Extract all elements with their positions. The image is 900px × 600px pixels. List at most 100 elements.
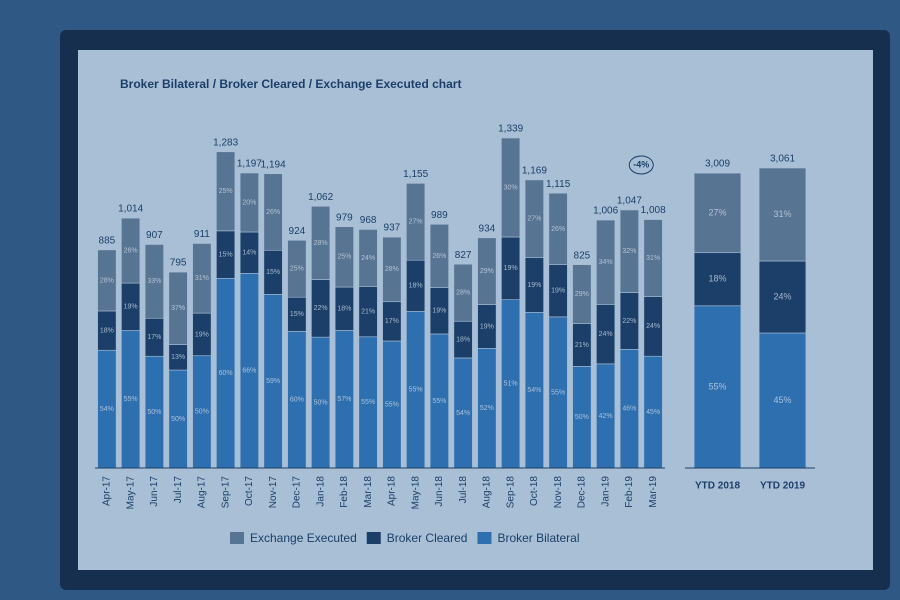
data-label: 18% <box>708 274 726 284</box>
total-label: 1,014 <box>118 204 143 215</box>
data-label: 17% <box>147 334 161 341</box>
data-label: 54% <box>100 406 114 413</box>
legend-label: Exchange Executed <box>250 531 357 545</box>
total-label: 989 <box>431 210 448 221</box>
chart-title: Broker Bilateral / Broker Cleared / Exch… <box>120 77 461 91</box>
data-label: 22% <box>314 305 328 312</box>
data-label: 55% <box>432 398 446 405</box>
bar-segment <box>619 209 639 293</box>
data-label: 66% <box>242 367 256 374</box>
data-label: 19% <box>195 331 209 338</box>
total-label: 911 <box>194 229 210 240</box>
x-tick-label: Jun-18 <box>434 476 445 507</box>
data-label: 17% <box>385 318 399 325</box>
bar-segment <box>406 183 426 261</box>
data-label: 30% <box>504 184 518 191</box>
data-label: 18% <box>456 336 470 343</box>
bar-segment <box>192 243 212 314</box>
x-tick-label: Apr-18 <box>387 476 398 506</box>
data-label: 27% <box>708 207 726 217</box>
data-label: 42% <box>599 413 613 420</box>
data-label: 45% <box>773 395 791 405</box>
x-tick-label: Nov-18 <box>553 476 564 509</box>
bar-segment <box>144 244 164 319</box>
total-label: 1,008 <box>641 205 666 216</box>
total-label: 968 <box>360 215 377 226</box>
x-tick-label: YTD 2018 <box>695 481 740 492</box>
bar-segment <box>429 223 449 288</box>
annotation-badge <box>628 155 654 175</box>
x-tick-label: Sep-17 <box>220 476 231 509</box>
data-label: 21% <box>575 342 589 349</box>
total-label: 1,339 <box>498 124 523 135</box>
bar-segment <box>758 167 807 262</box>
total-label: 3,009 <box>705 159 730 170</box>
data-label: 55% <box>361 399 375 406</box>
data-label: 57% <box>337 396 351 403</box>
x-tick-label: Jun-17 <box>149 476 160 507</box>
data-label: 26% <box>432 253 446 260</box>
total-label: 1,062 <box>308 192 333 203</box>
data-label: 28% <box>456 290 470 297</box>
data-label: 52% <box>480 405 494 412</box>
total-label: 1,169 <box>522 166 547 177</box>
data-label: 15% <box>219 251 233 258</box>
data-label: 19% <box>480 323 494 330</box>
data-label: 31% <box>195 275 209 282</box>
data-label: 51% <box>504 381 518 388</box>
data-label: 28% <box>314 240 328 247</box>
x-tick-label: May-18 <box>410 476 421 510</box>
data-label: 29% <box>575 291 589 298</box>
data-label: 50% <box>195 409 209 416</box>
total-label: 979 <box>336 212 353 223</box>
x-tick-label: Aug-18 <box>482 476 493 509</box>
data-label: 27% <box>527 216 541 223</box>
data-label: 26% <box>266 209 280 216</box>
bar-segment <box>693 172 742 254</box>
data-label: 24% <box>646 323 660 330</box>
bar-segment <box>334 226 354 288</box>
data-label: 34% <box>599 259 613 266</box>
data-label: 19% <box>504 265 518 272</box>
data-label: 24% <box>599 331 613 338</box>
data-label: 31% <box>773 209 791 219</box>
data-label: 22% <box>622 318 636 325</box>
data-label: 55% <box>124 396 138 403</box>
total-label: 924 <box>289 226 306 237</box>
data-label: 54% <box>527 387 541 394</box>
data-label: 60% <box>219 370 233 377</box>
x-tick-label: Jan-18 <box>315 476 326 507</box>
bar-segment <box>168 271 188 345</box>
data-label: 13% <box>171 354 185 361</box>
bar-segment <box>382 236 402 303</box>
data-label: 15% <box>290 311 304 318</box>
total-label: 937 <box>384 223 401 234</box>
legend-swatch <box>477 532 492 544</box>
data-label: 31% <box>646 255 660 262</box>
total-label: 795 <box>170 258 187 269</box>
bar-segment <box>97 249 117 312</box>
data-label: 55% <box>551 389 565 396</box>
bar-segment <box>524 179 544 258</box>
data-label: 45% <box>646 409 660 416</box>
data-label: 29% <box>480 268 494 275</box>
data-label: 28% <box>385 266 399 273</box>
bar-segment <box>758 260 807 334</box>
data-label: 50% <box>575 414 589 421</box>
data-label: 60% <box>290 397 304 404</box>
total-label: 1,194 <box>261 159 286 170</box>
bar-segment <box>121 217 141 284</box>
x-tick-label: Dec-17 <box>292 476 303 509</box>
x-tick-label: Feb-18 <box>339 476 350 508</box>
data-label: 21% <box>361 309 375 316</box>
total-label: 1,197 <box>237 159 262 170</box>
data-label: 54% <box>456 410 470 417</box>
x-tick-label: Oct-18 <box>529 476 540 506</box>
bar-segment <box>501 137 521 238</box>
x-tick-label: Nov-17 <box>268 476 279 509</box>
data-label: 19% <box>551 288 565 295</box>
total-label: 934 <box>479 223 496 234</box>
x-tick-label: Apr-17 <box>102 476 113 506</box>
x-tick-label: Oct-17 <box>244 476 255 506</box>
data-label: 24% <box>773 291 791 301</box>
